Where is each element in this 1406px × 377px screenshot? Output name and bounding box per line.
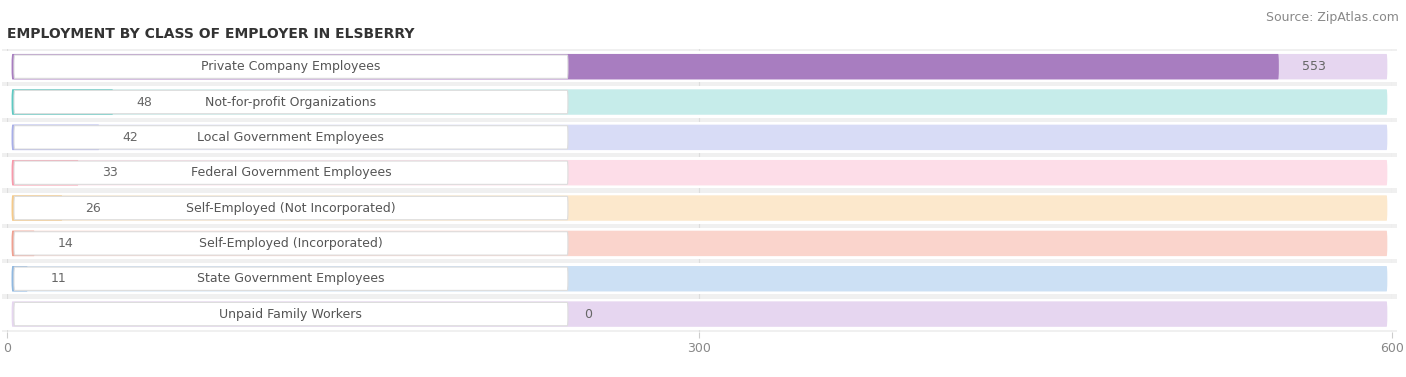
Text: 26: 26 (86, 202, 101, 215)
Text: 0: 0 (583, 308, 592, 320)
Text: 11: 11 (51, 272, 66, 285)
FancyBboxPatch shape (3, 190, 1396, 226)
FancyBboxPatch shape (3, 296, 1396, 332)
FancyBboxPatch shape (3, 122, 1396, 153)
FancyBboxPatch shape (14, 302, 568, 326)
Text: Self-Employed (Incorporated): Self-Employed (Incorporated) (200, 237, 382, 250)
Text: State Government Employees: State Government Employees (197, 272, 385, 285)
FancyBboxPatch shape (3, 263, 1396, 294)
FancyBboxPatch shape (14, 161, 568, 184)
Text: Self-Employed (Not Incorporated): Self-Employed (Not Incorporated) (186, 202, 395, 215)
FancyBboxPatch shape (14, 90, 568, 114)
FancyBboxPatch shape (11, 195, 62, 221)
FancyBboxPatch shape (11, 301, 1388, 327)
FancyBboxPatch shape (14, 232, 568, 255)
FancyBboxPatch shape (11, 160, 1388, 185)
FancyBboxPatch shape (11, 266, 28, 291)
FancyBboxPatch shape (14, 196, 568, 220)
FancyBboxPatch shape (3, 157, 1396, 188)
FancyBboxPatch shape (3, 86, 1396, 118)
Text: 42: 42 (122, 131, 138, 144)
FancyBboxPatch shape (14, 126, 568, 149)
FancyBboxPatch shape (3, 51, 1396, 82)
FancyBboxPatch shape (11, 54, 1279, 80)
FancyBboxPatch shape (3, 49, 1396, 84)
FancyBboxPatch shape (11, 266, 1388, 291)
Text: Private Company Employees: Private Company Employees (201, 60, 381, 73)
FancyBboxPatch shape (11, 89, 114, 115)
FancyBboxPatch shape (11, 160, 79, 185)
FancyBboxPatch shape (11, 195, 1388, 221)
Text: Federal Government Employees: Federal Government Employees (191, 166, 391, 179)
FancyBboxPatch shape (3, 228, 1396, 259)
FancyBboxPatch shape (14, 55, 568, 78)
FancyBboxPatch shape (14, 267, 568, 290)
FancyBboxPatch shape (3, 84, 1396, 120)
FancyBboxPatch shape (11, 89, 1388, 115)
Text: Source: ZipAtlas.com: Source: ZipAtlas.com (1265, 11, 1399, 24)
Text: Unpaid Family Workers: Unpaid Family Workers (219, 308, 363, 320)
Text: Local Government Employees: Local Government Employees (197, 131, 384, 144)
Text: EMPLOYMENT BY CLASS OF EMPLOYER IN ELSBERRY: EMPLOYMENT BY CLASS OF EMPLOYER IN ELSBE… (7, 27, 415, 41)
FancyBboxPatch shape (3, 261, 1396, 296)
FancyBboxPatch shape (11, 125, 100, 150)
FancyBboxPatch shape (3, 193, 1396, 224)
FancyBboxPatch shape (11, 231, 35, 256)
FancyBboxPatch shape (3, 120, 1396, 155)
FancyBboxPatch shape (11, 231, 1388, 256)
Text: 48: 48 (136, 95, 152, 109)
Text: 553: 553 (1302, 60, 1326, 73)
FancyBboxPatch shape (3, 155, 1396, 190)
FancyBboxPatch shape (11, 54, 1388, 80)
Text: 14: 14 (58, 237, 73, 250)
Text: 33: 33 (101, 166, 118, 179)
FancyBboxPatch shape (3, 226, 1396, 261)
FancyBboxPatch shape (3, 299, 1396, 329)
Text: Not-for-profit Organizations: Not-for-profit Organizations (205, 95, 377, 109)
FancyBboxPatch shape (11, 125, 1388, 150)
